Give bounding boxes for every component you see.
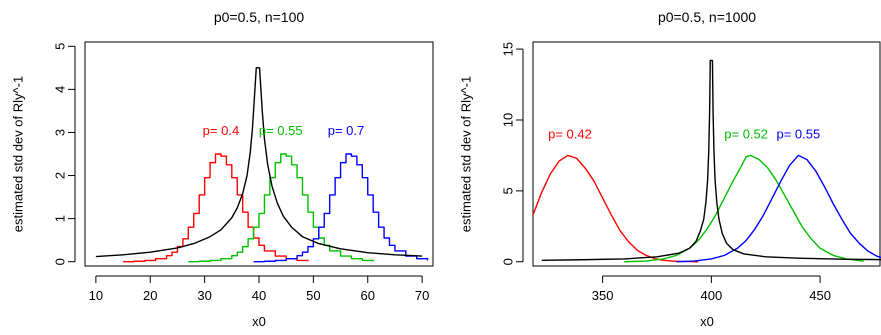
left-series-label: p= 0.7 xyxy=(328,123,365,138)
left-series-label: p= 0.4 xyxy=(203,123,240,138)
right-y-tick-label: 15 xyxy=(501,42,516,56)
right-chart-panel: p0=0.5, n=1000 350 400 450 0 5 10 15 x0 estimated… xyxy=(459,9,881,329)
left-x-tick-label: 50 xyxy=(306,288,320,303)
left-x-axis-title: x0 xyxy=(252,314,266,329)
left-y-tick-label: 2 xyxy=(53,172,68,179)
left-series-line-p-0-4 xyxy=(123,153,309,263)
left-x-tick-label: 70 xyxy=(415,288,429,303)
left-x-tick-label: 40 xyxy=(252,288,266,303)
left-y-tick-label: 1 xyxy=(53,215,68,222)
left-x-tick-label: 10 xyxy=(89,288,103,303)
left-series-line-reference xyxy=(95,67,423,258)
right-series-label: p= 0.55 xyxy=(776,127,820,142)
right-series-line-p-0-55 xyxy=(676,154,881,263)
right-x-tick-label: 350 xyxy=(592,288,614,303)
left-plot-frame xyxy=(84,41,434,267)
right-x-tick-label: 450 xyxy=(809,288,831,303)
right-y-axis-title: estimated std dev of Rly^-1 xyxy=(459,76,474,232)
left-x-tick-label: 20 xyxy=(143,288,157,303)
left-y-tick-label: 5 xyxy=(53,43,68,50)
left-y-tick-label: 0 xyxy=(53,258,68,265)
right-series-line-p-0-52 xyxy=(624,154,864,263)
right-series-label: p= 0.42 xyxy=(548,127,592,142)
left-series-line-p-0-55 xyxy=(188,153,374,263)
left-x-tick-label: 30 xyxy=(197,288,211,303)
right-y-tick-label: 0 xyxy=(501,258,516,265)
right-series-line-p-0-42 xyxy=(533,154,699,263)
left-y-tick-label: 3 xyxy=(53,129,68,136)
right-y-tick-label: 5 xyxy=(501,187,516,194)
right-plot-frame xyxy=(532,41,881,267)
left-series-line-p-0-7 xyxy=(253,153,429,263)
right-chart-title: p0=0.5, n=1000 xyxy=(658,9,756,25)
left-chart-panel: p0=0.5, n=100 10 20 30 40 50 60 70 0 1 2 3 4 5 x0 estim… xyxy=(11,9,434,329)
left-chart-title: p0=0.5, n=100 xyxy=(214,9,305,25)
left-y-axis-title: estimated std dev of Rly^-1 xyxy=(11,76,26,232)
left-series-label: p= 0.55 xyxy=(259,123,303,138)
left-x-tick-label: 60 xyxy=(361,288,375,303)
left-y-tick-label: 4 xyxy=(53,86,68,93)
right-x-axis-title: x0 xyxy=(700,314,714,329)
right-x-tick-label: 400 xyxy=(700,288,722,303)
right-y-tick-label: 10 xyxy=(501,113,516,127)
right-series-label: p= 0.52 xyxy=(724,127,768,142)
right-series-line-reference xyxy=(541,59,881,262)
